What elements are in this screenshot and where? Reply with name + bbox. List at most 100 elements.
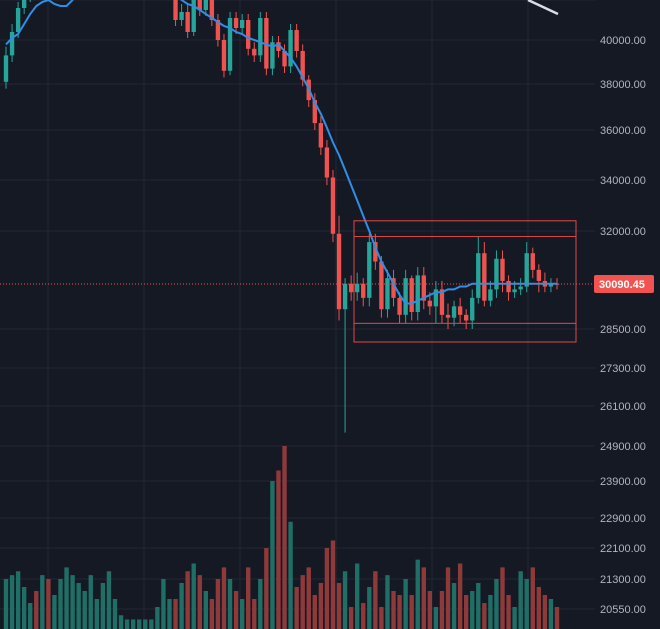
candle-body — [463, 314, 469, 321]
volume-bar — [530, 567, 535, 629]
candle-body — [215, 20, 221, 40]
candle-body — [518, 286, 523, 290]
current-price-badge: 30090.45 — [594, 274, 654, 293]
candle-body — [300, 51, 305, 80]
volume-bar — [494, 579, 499, 629]
candle-body — [282, 51, 287, 67]
volume-bar — [355, 563, 360, 629]
volume-bar — [124, 619, 130, 629]
volume-bar — [191, 563, 196, 629]
volume-bar — [64, 567, 69, 629]
candle-body — [506, 280, 511, 293]
volume-bar — [421, 567, 426, 629]
volume-bar — [536, 587, 542, 629]
candle-body — [318, 123, 324, 148]
trendline-drawing[interactable] — [527, 0, 559, 16]
volume-bar — [306, 567, 311, 629]
volume-bar — [94, 599, 100, 629]
volume-bar — [391, 591, 396, 629]
volume-bar — [554, 607, 560, 629]
price-tick: 40000.00 — [600, 35, 646, 47]
candle-body — [258, 18, 263, 56]
candle-body — [233, 18, 239, 28]
volume-bar — [34, 591, 39, 629]
candle-body — [191, 0, 196, 32]
candle-body — [239, 20, 245, 28]
candle-body — [488, 289, 493, 301]
price-badge-background — [594, 274, 654, 293]
volume-bar — [379, 607, 384, 629]
price-tick: 27300.00 — [600, 363, 646, 375]
volume-bar — [427, 591, 433, 629]
candle-body — [246, 20, 251, 49]
volume-bar — [342, 571, 348, 629]
volume-bar — [40, 575, 45, 629]
candle-body — [252, 48, 257, 56]
volume-bar — [361, 603, 366, 629]
candle-body — [355, 283, 360, 293]
candle-body — [530, 253, 535, 270]
candle-body — [288, 30, 293, 67]
volume-bar — [252, 599, 257, 629]
volume-bar — [270, 481, 275, 629]
volume-bar — [288, 521, 293, 629]
price-tick: 24900.00 — [600, 441, 646, 453]
volume-bar — [367, 587, 372, 629]
volume-bar — [215, 579, 221, 629]
candle-body — [470, 297, 475, 321]
volume-bar — [318, 583, 324, 629]
volume-bar — [451, 583, 457, 629]
candle-body — [227, 18, 233, 71]
candle-body — [270, 42, 275, 69]
candle-body — [264, 18, 269, 69]
volume-bar — [9, 575, 15, 629]
price-tick: 23900.00 — [600, 476, 646, 488]
candle-body — [276, 42, 281, 51]
volume-bar — [294, 587, 299, 629]
volume-bar — [52, 595, 57, 629]
volume-bar — [46, 579, 51, 629]
price-tick: 26100.00 — [600, 401, 646, 413]
candle-body — [197, 0, 202, 10]
volume-bar — [258, 579, 263, 629]
range-boxes[interactable] — [353, 220, 577, 343]
candle-body — [433, 289, 439, 307]
volume-bar — [488, 595, 493, 629]
candle-body — [427, 300, 433, 307]
volume-bar — [112, 599, 118, 629]
volume-bar — [373, 571, 378, 629]
volume-bar — [439, 591, 445, 629]
candle-body — [203, 0, 208, 10]
volume-bar — [239, 599, 245, 629]
volume-bar — [118, 615, 124, 629]
price-tick: 20550.00 — [600, 604, 646, 616]
candle-body — [385, 278, 390, 310]
price-tick: 38000.00 — [600, 79, 646, 91]
volume-bar — [403, 579, 408, 629]
volume-bar — [185, 571, 190, 629]
price-axis[interactable]: 40000.00 38000.00 36000.00 34000.00 3200… — [600, 35, 646, 616]
price-tick: 36000.00 — [600, 125, 646, 137]
candle-body — [312, 100, 317, 124]
volume-bar — [203, 591, 208, 629]
volume-bar — [21, 587, 27, 629]
candle-body — [221, 40, 227, 71]
volume-bar — [409, 595, 414, 629]
volume-bar — [512, 607, 517, 629]
volume-bar — [179, 583, 184, 629]
volume-bar — [470, 591, 475, 629]
volume-bar — [348, 607, 354, 629]
volume-bar — [482, 603, 487, 629]
volume-bar — [264, 548, 269, 629]
price-tick: 34000.00 — [600, 175, 646, 187]
candle-body — [476, 253, 481, 298]
volume-bar — [385, 575, 390, 629]
candle-body — [9, 32, 15, 56]
volume-bar — [336, 583, 342, 629]
candle-body — [500, 258, 505, 281]
candle-body — [373, 242, 378, 262]
volume-bar — [88, 575, 93, 629]
volume-bar — [330, 540, 336, 629]
